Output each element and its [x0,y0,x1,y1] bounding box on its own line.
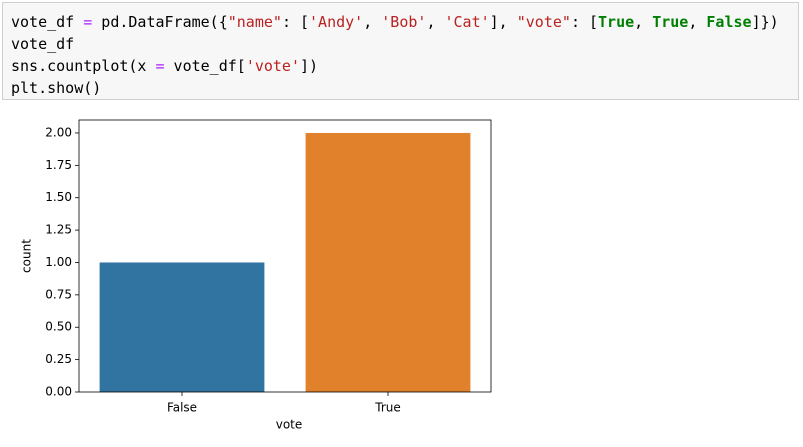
code-token: 'Bob' [381,13,427,31]
code-token: , [363,13,382,31]
y-tick-label: 0.00 [45,385,72,399]
code-token: vote_df[ [164,57,246,75]
code-token: "name" [227,13,282,31]
code-line: vote_df = pd.DataFrame({"name": ['Andy',… [11,11,790,33]
plot-frame [78,119,492,393]
y-tick-label: 0.25 [45,352,72,366]
y-axis-label: count [20,239,34,273]
code-token: 'vote' [245,57,300,75]
code-token: : [ [281,13,310,31]
code-token: "vote" [516,13,571,31]
y-tick-label: 2.00 [45,125,72,139]
bar [305,132,471,392]
code-cell[interactable]: vote_df = pd.DataFrame({"name": ['Andy',… [2,2,799,100]
bar [99,262,265,392]
code-token: True [598,13,635,31]
code-line: plt.show() [11,77,790,99]
code-line: sns.countplot(x = vote_df['vote']) [11,55,790,77]
code-token: ]) [300,57,319,75]
y-tick-label: 0.75 [45,287,72,301]
code-token: = [155,57,165,75]
code-token: pd.DataFrame({ [92,13,228,31]
y-tick-label: 1.00 [45,255,72,269]
code-token: True [652,13,689,31]
x-axis-label: vote [276,418,303,432]
code-token: : [ [570,13,599,31]
x-tick-label: True [374,401,401,415]
y-tick-label: 1.75 [45,158,72,172]
code-token: 'Cat' [444,13,490,31]
code-token: , [634,13,653,31]
code-token: sns.countplot(x [11,57,156,75]
code-token: = [83,13,93,31]
y-tick-label: 1.25 [45,223,72,237]
x-tick-label: False [167,401,197,415]
code-token: False [706,13,752,31]
y-tick-label: 1.50 [45,190,72,204]
code-token: ], [489,13,517,31]
code-token: , [426,13,445,31]
y-tick-label: 0.50 [45,320,72,334]
code-token: plt.show() [11,79,102,97]
code-token: ]}) [751,13,779,31]
code-line: vote_df [11,33,790,55]
code-token: vote_df [11,35,75,53]
code-token: , [688,13,707,31]
code-token: vote_df [11,13,84,31]
code-token: 'Andy' [309,13,364,31]
